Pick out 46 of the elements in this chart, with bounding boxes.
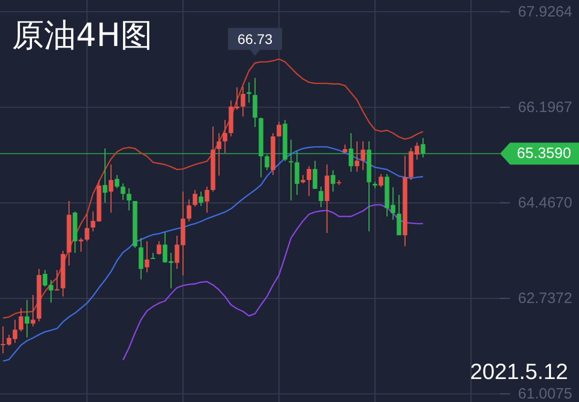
candlestick — [312, 160, 318, 190]
text: 2021.5.12 — [470, 359, 568, 384]
candlestick — [144, 240, 150, 273]
candlestick — [138, 237, 144, 280]
candlestick — [126, 188, 132, 211]
candlestick — [294, 150, 300, 196]
candlestick — [192, 189, 198, 208]
candlestick — [18, 308, 24, 332]
candlestick — [156, 240, 162, 256]
candlestick — [102, 148, 108, 204]
candlestick — [120, 182, 126, 200]
y-tick-label: 61.0075 — [518, 385, 572, 402]
annotation: 66.73 — [237, 30, 273, 47]
y-tick-label: 64.4670 — [518, 194, 572, 212]
ref-line-label: 65.3590 — [516, 145, 572, 162]
candlestick — [318, 186, 324, 208]
y-tick-label: 67.9264 — [518, 3, 572, 20]
candlestick — [420, 138, 426, 158]
candlestick — [30, 294, 36, 327]
y-tick-label: 66.1967 — [518, 98, 572, 116]
candlestick — [276, 120, 282, 137]
candlestick — [264, 154, 270, 171]
candlestick — [378, 173, 384, 188]
text: 原油4H图 — [12, 16, 152, 54]
candlestick — [54, 270, 60, 291]
candlestick — [114, 174, 120, 189]
candlestick — [222, 119, 228, 154]
candlestick — [246, 82, 252, 104]
candlestick — [348, 132, 354, 172]
candlestick — [354, 140, 360, 172]
candlestick — [330, 170, 336, 192]
y-tick-label: 62.7372 — [518, 290, 572, 307]
candlestick — [186, 198, 192, 222]
candlestick — [240, 86, 246, 118]
candlestick — [84, 213, 90, 242]
candlestick — [288, 139, 294, 201]
candlestick — [216, 132, 222, 176]
candlestick — [396, 194, 402, 236]
candlestick — [108, 164, 114, 214]
candlestick — [252, 77, 258, 128]
candlestick — [306, 166, 312, 197]
candlestick — [204, 186, 210, 214]
candlestick — [24, 299, 30, 338]
candlestick — [360, 140, 366, 171]
candlestick — [78, 237, 84, 252]
candlestick — [198, 191, 204, 206]
